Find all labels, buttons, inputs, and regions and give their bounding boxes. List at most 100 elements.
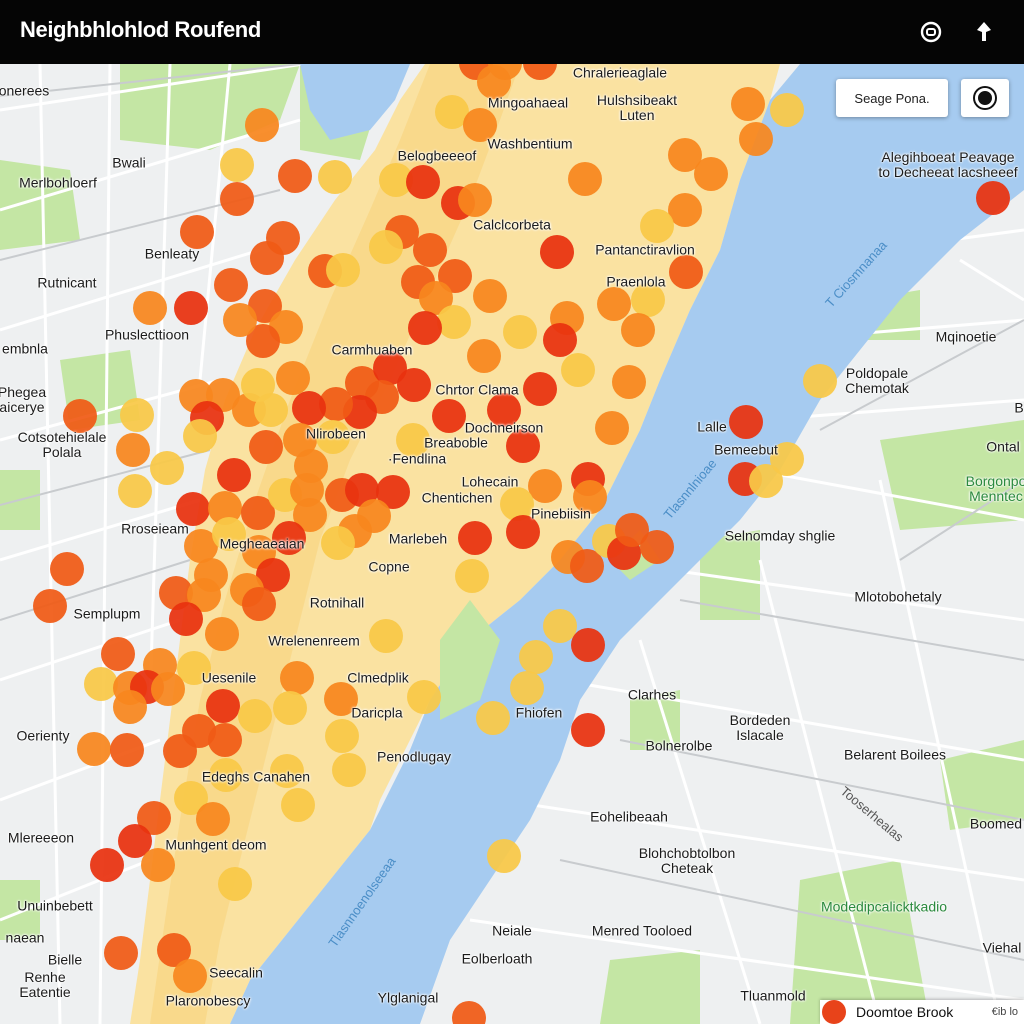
map-marker-166[interactable] [196, 802, 230, 836]
map-marker-50[interactable] [640, 209, 674, 243]
map-marker-21[interactable] [477, 65, 511, 99]
map-marker-74[interactable] [506, 429, 540, 463]
map-marker-168[interactable] [141, 848, 175, 882]
map-marker-75[interactable] [396, 423, 430, 457]
map-marker-34[interactable] [438, 259, 472, 293]
map-marker-113[interactable] [570, 549, 604, 583]
map-marker-171[interactable] [104, 936, 138, 970]
map-marker-62[interactable] [749, 464, 783, 498]
map-marker-108[interactable] [500, 487, 534, 521]
map-marker-170[interactable] [487, 839, 521, 873]
map-marker-151[interactable] [407, 680, 441, 714]
map-marker-95[interactable] [241, 496, 275, 530]
map-marker-100[interactable] [345, 473, 379, 507]
map-marker-165[interactable] [118, 824, 152, 858]
map-marker-54[interactable] [621, 313, 655, 347]
map-marker-86[interactable] [120, 398, 154, 432]
map-marker-56[interactable] [595, 411, 629, 445]
map-marker-60[interactable] [770, 442, 804, 476]
map-marker-136[interactable] [510, 671, 544, 705]
map-marker-4[interactable] [318, 160, 352, 194]
map-marker-9[interactable] [214, 268, 248, 302]
map-marker-43[interactable] [561, 353, 595, 387]
map-marker-32[interactable] [540, 235, 574, 269]
map-marker-162[interactable] [174, 781, 208, 815]
bottom-place-chip[interactable]: Doomtoe Brook €ib lo [820, 1000, 1024, 1024]
target-icon[interactable] [917, 18, 945, 46]
map-marker-59[interactable] [729, 405, 763, 439]
map-marker-139[interactable] [101, 637, 135, 671]
map-marker-174[interactable] [452, 1001, 486, 1024]
map-marker-157[interactable] [77, 732, 111, 766]
map-marker-94[interactable] [208, 491, 242, 525]
map-marker-161[interactable] [332, 753, 366, 787]
map-marker-58[interactable] [803, 364, 837, 398]
map-marker-38[interactable] [408, 311, 442, 345]
map-marker-133[interactable] [543, 609, 577, 643]
map-marker-150[interactable] [324, 682, 358, 716]
map-marker-118[interactable] [184, 529, 218, 563]
map-marker-14[interactable] [246, 324, 280, 358]
map-marker-23[interactable] [463, 108, 497, 142]
map-marker-137[interactable] [476, 701, 510, 735]
map-marker-5[interactable] [220, 182, 254, 216]
map-marker-8[interactable] [250, 241, 284, 275]
map-canvas[interactable]: Chralerieaglale Mingoahaeal Hulshsibeakt… [0, 64, 1024, 1024]
map-marker-111[interactable] [455, 559, 489, 593]
map-marker-92[interactable] [118, 474, 152, 508]
map-marker-71[interactable] [523, 372, 557, 406]
map-marker-70[interactable] [276, 361, 310, 395]
map-marker-3[interactable] [278, 159, 312, 193]
map-marker-25[interactable] [406, 165, 440, 199]
map-marker-6[interactable] [180, 215, 214, 249]
map-marker-159[interactable] [209, 758, 243, 792]
map-marker-121[interactable] [272, 521, 306, 555]
map-marker-73[interactable] [432, 399, 466, 433]
map-marker-47[interactable] [668, 138, 702, 172]
map-marker-72[interactable] [487, 393, 521, 427]
map-marker-69[interactable] [292, 391, 326, 425]
map-marker-30[interactable] [413, 233, 447, 267]
map-marker-85[interactable] [316, 420, 350, 454]
map-marker-11[interactable] [174, 291, 208, 325]
map-marker-110[interactable] [458, 521, 492, 555]
search-place-button[interactable]: Seage Pona. [836, 79, 948, 117]
map-marker-46[interactable] [739, 122, 773, 156]
map-marker-82[interactable] [183, 419, 217, 453]
map-marker-52[interactable] [631, 283, 665, 317]
map-marker-128[interactable] [169, 602, 203, 636]
map-marker-155[interactable] [163, 734, 197, 768]
map-marker-127[interactable] [242, 587, 276, 621]
map-marker-142[interactable] [84, 667, 118, 701]
map-marker-55[interactable] [612, 365, 646, 399]
map-marker-89[interactable] [150, 451, 184, 485]
map-marker-149[interactable] [273, 691, 307, 725]
map-marker-154[interactable] [208, 723, 242, 757]
map-marker-141[interactable] [177, 651, 211, 685]
map-marker-27[interactable] [458, 183, 492, 217]
map-marker-24[interactable] [379, 163, 413, 197]
map-marker-125[interactable] [159, 576, 193, 610]
map-marker-122[interactable] [256, 558, 290, 592]
map-marker-158[interactable] [110, 733, 144, 767]
map-marker-129[interactable] [205, 617, 239, 651]
map-marker-147[interactable] [206, 689, 240, 723]
map-marker-80[interactable] [254, 393, 288, 427]
map-marker-12[interactable] [248, 289, 282, 323]
map-marker-28[interactable] [568, 162, 602, 196]
map-marker-134[interactable] [571, 628, 605, 662]
map-marker-104[interactable] [321, 526, 355, 560]
map-marker-68[interactable] [319, 387, 353, 421]
map-marker-126[interactable] [187, 578, 221, 612]
map-marker-135[interactable] [519, 640, 553, 674]
map-marker-164[interactable] [137, 801, 171, 835]
map-marker-148[interactable] [238, 699, 272, 733]
map-marker-64[interactable] [373, 351, 407, 385]
map-marker-65[interactable] [397, 368, 431, 402]
map-marker-57[interactable] [976, 181, 1010, 215]
map-marker-163[interactable] [281, 788, 315, 822]
map-marker-130[interactable] [50, 552, 84, 586]
map-marker-37[interactable] [437, 305, 471, 339]
map-marker-81[interactable] [241, 368, 275, 402]
map-marker-49[interactable] [668, 193, 702, 227]
